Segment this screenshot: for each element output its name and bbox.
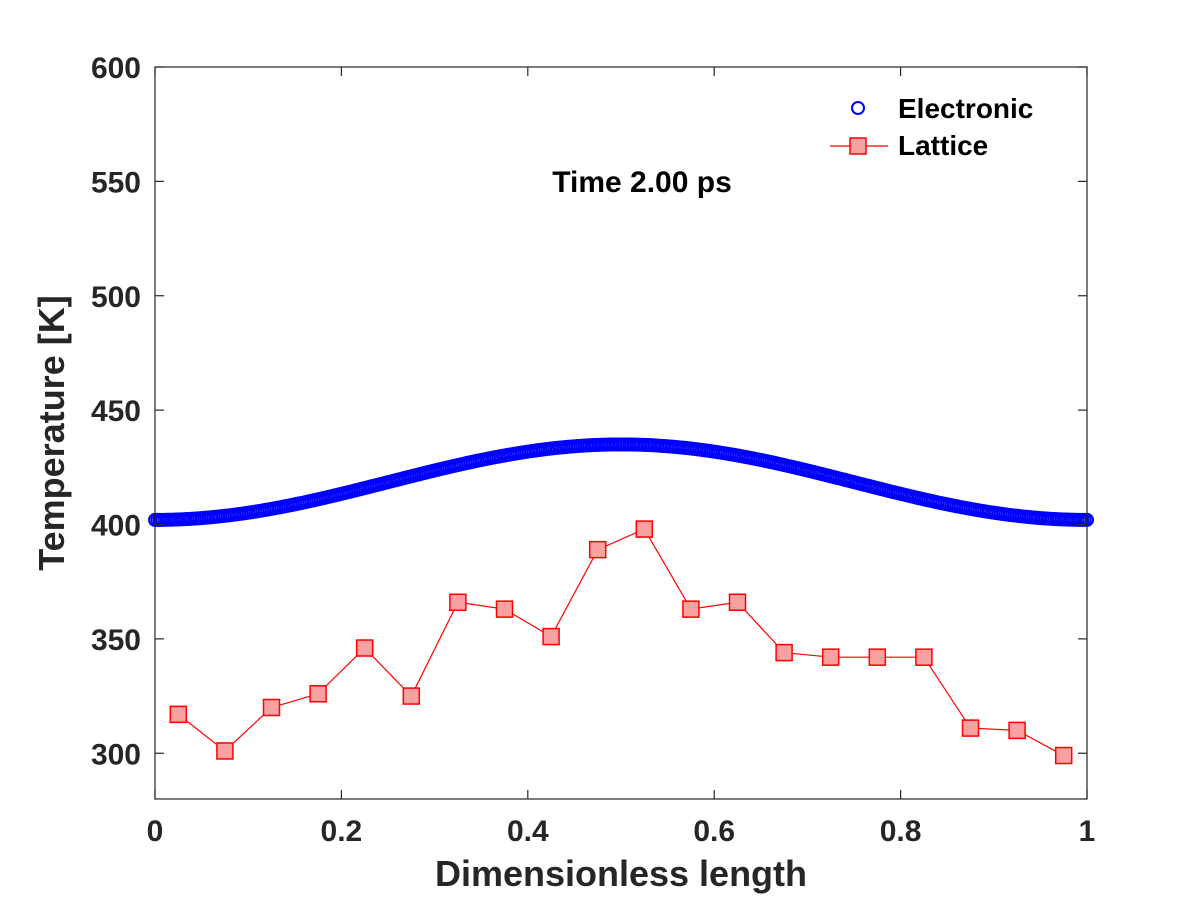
y-tick-label: 450 [91, 395, 141, 428]
lattice-point [216, 742, 234, 760]
x-tick-label: 0.6 [693, 815, 735, 848]
plot-frame [154, 66, 1088, 800]
x-axis-title: Dimensionless length [435, 853, 807, 894]
y-axis: 300 350 400 450 500 550 600 [91, 52, 1087, 771]
lattice-point [915, 648, 933, 666]
lattice-point [961, 719, 980, 737]
plot-area [155, 67, 1087, 799]
legend-label-electronic: Electronic [898, 93, 1033, 124]
lattice-point [682, 600, 700, 618]
lattice-point [495, 600, 514, 618]
x-tick-label: 0.8 [880, 815, 922, 848]
lattice-point [169, 705, 188, 724]
lattice-point [728, 593, 747, 612]
y-tick-label: 300 [91, 738, 141, 771]
lattice-point [1008, 721, 1026, 740]
x-axis: 0 0.2 0.4 0.6 0.8 1 [147, 67, 1096, 848]
legend-label-lattice: Lattice [898, 130, 988, 161]
lattice-point [588, 540, 607, 559]
lattice-point [402, 687, 421, 705]
lattice-point [449, 593, 467, 612]
lattice-point [542, 627, 560, 646]
lattice-point [775, 643, 793, 662]
legend: Electronic Lattice [830, 93, 1033, 161]
legend-marker-lattice [849, 137, 867, 155]
x-tick-label: 0.4 [507, 815, 549, 848]
y-tick-label: 500 [91, 281, 141, 314]
legend-marker-electronic [851, 101, 865, 115]
time-annotation: Time 2.00 ps [552, 166, 732, 199]
y-tick-label: 550 [91, 166, 141, 199]
y-tick-label: 350 [91, 624, 141, 657]
electronic-series [148, 437, 1094, 527]
x-tick-label: 0 [147, 815, 164, 848]
x-tick-label: 1 [1079, 815, 1096, 848]
lattice-point [1054, 746, 1073, 765]
lattice-point [355, 639, 374, 657]
y-tick-label: 400 [91, 510, 141, 543]
lattice-point [262, 698, 281, 717]
y-axis-title: Temperature [K] [31, 295, 72, 570]
lattice-point [821, 648, 840, 666]
x-tick-label: 0.2 [321, 815, 363, 848]
lattice-series [169, 520, 1073, 765]
lattice-point [635, 520, 654, 538]
lattice-point [309, 685, 327, 703]
y-tick-label: 600 [91, 52, 141, 85]
lattice-point [868, 648, 887, 666]
